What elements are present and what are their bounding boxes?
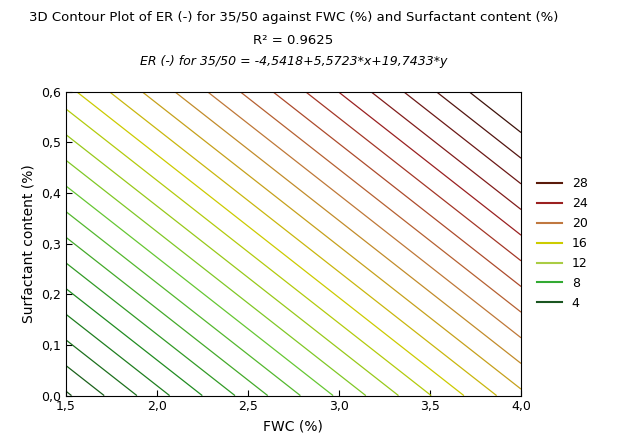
Legend: 28, 24, 20, 16, 12, 8, 4: 28, 24, 20, 16, 12, 8, 4 [532,173,593,315]
Text: ER (-) for 35/50 = -4,5418+5,5723*x+19,7433*y: ER (-) for 35/50 = -4,5418+5,5723*x+19,7… [140,55,447,67]
Text: 3D Contour Plot of ER (-) for 35/50 against FWC (%) and Surfactant content (%): 3D Contour Plot of ER (-) for 35/50 agai… [29,11,558,24]
Text: R² = 0.9625: R² = 0.9625 [253,34,333,46]
X-axis label: FWC (%): FWC (%) [263,419,323,433]
Y-axis label: Surfactant content (%): Surfactant content (%) [21,164,35,323]
